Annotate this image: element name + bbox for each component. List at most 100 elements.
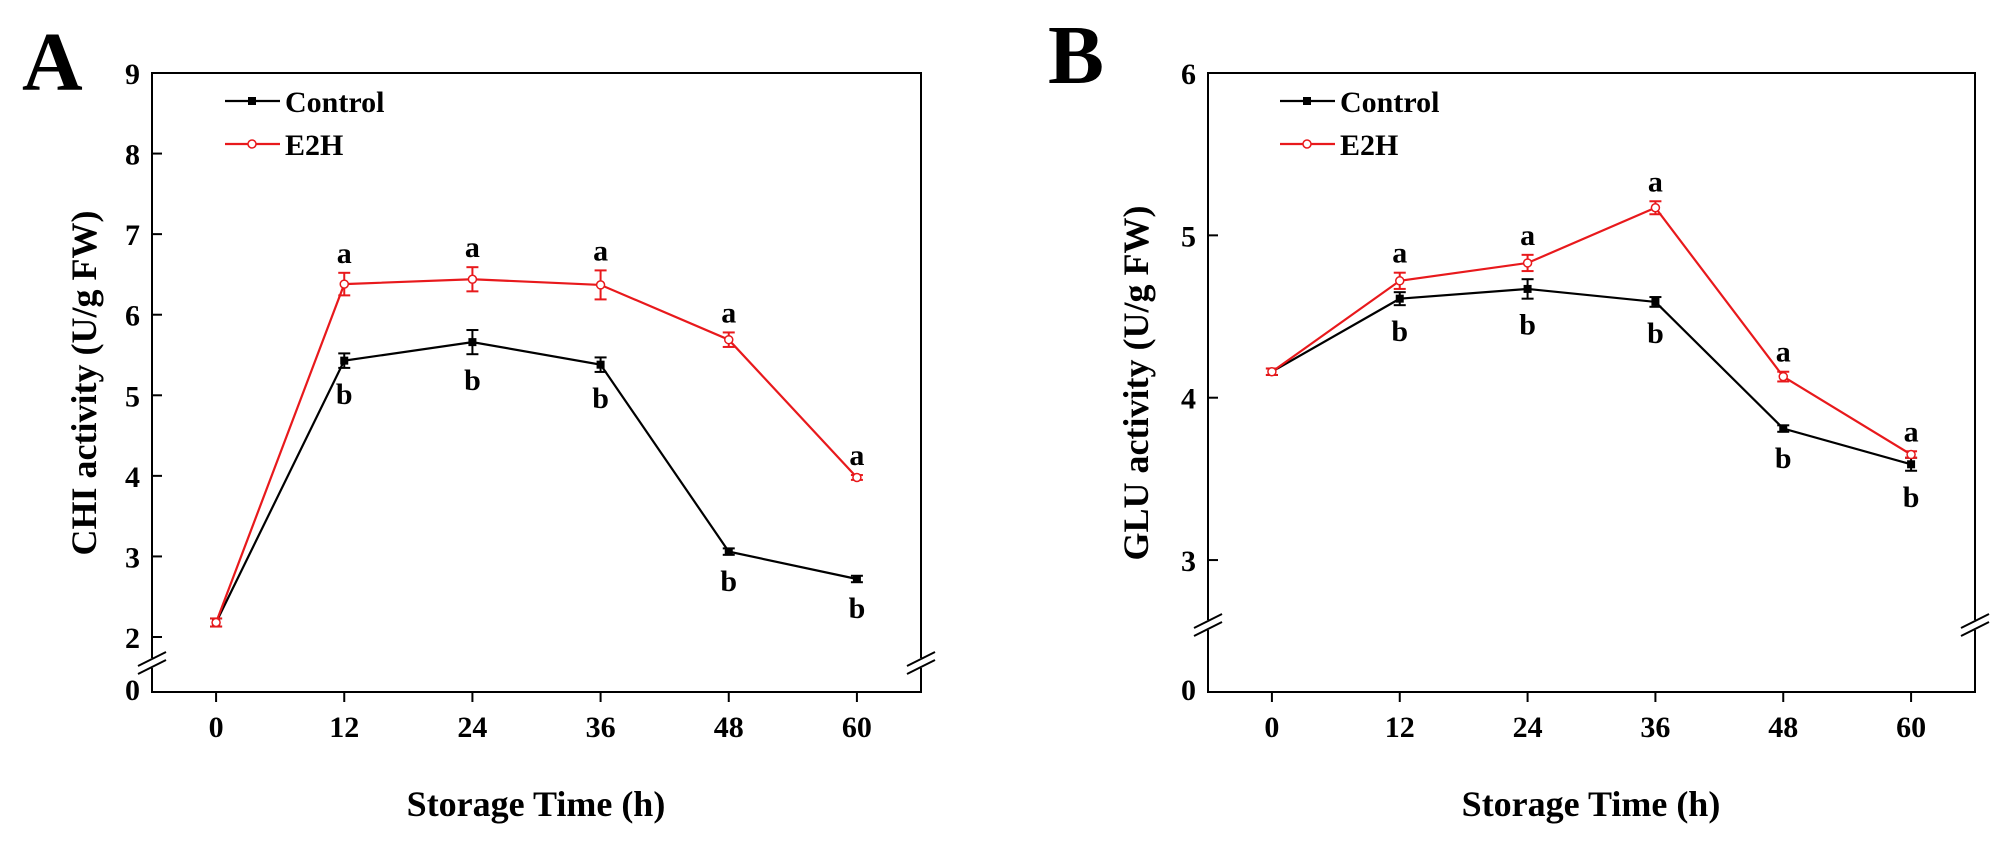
significance-letter: a <box>337 237 352 270</box>
data-point-control <box>340 356 349 365</box>
x-tick-label: 12 <box>329 711 359 744</box>
significance-letter: b <box>720 565 737 598</box>
series-line-e2h <box>1271 206 1912 456</box>
significance-letter: a <box>1392 237 1407 270</box>
legend-marker <box>1302 139 1312 149</box>
y-tick-label: 2 <box>125 622 140 655</box>
x-tick-label: 36 <box>586 711 616 744</box>
plot-frame <box>1207 72 1976 693</box>
significance-letter: a <box>1776 336 1791 369</box>
y-tick-label: 3 <box>1181 545 1196 578</box>
significance-letter: a <box>721 296 736 329</box>
x-tick-label: 60 <box>842 711 872 744</box>
y-tick-label: 4 <box>125 461 140 494</box>
series-line-control <box>1271 287 1912 466</box>
x-tick-label: 0 <box>1264 711 1279 744</box>
x-tick-label: 60 <box>1896 711 1926 744</box>
axis-break-mark-right <box>906 651 936 667</box>
y-tick-label: 7 <box>125 219 140 252</box>
y-tick-label-zero: 0 <box>125 674 140 707</box>
data-point-e2h <box>1522 258 1533 268</box>
y-axis-label: CHI activity (U/g FW) <box>64 211 104 556</box>
data-point-control <box>852 574 861 583</box>
legend-label: Control <box>1340 86 1439 119</box>
axis-break-mark-right <box>1960 621 1990 637</box>
data-point-control <box>724 547 733 556</box>
significance-letter: b <box>1775 442 1792 475</box>
axis-break-gap-left <box>148 658 156 668</box>
legend-label: E2H <box>285 129 343 162</box>
y-tick-label: 6 <box>125 300 140 333</box>
x-axis-label: Storage Time (h) <box>407 784 666 824</box>
significance-letter: a <box>465 231 480 264</box>
y-tick-label: 5 <box>125 380 140 413</box>
x-tick-label: 36 <box>1640 711 1670 744</box>
panel-b-letter: B <box>1048 9 1104 102</box>
data-point-e2h <box>1267 366 1277 377</box>
legend-marker <box>1303 97 1311 105</box>
y-tick-label: 6 <box>1181 58 1196 91</box>
significance-letter: b <box>1903 481 1920 514</box>
x-tick-label: 48 <box>1768 711 1798 744</box>
significance-letter: a <box>593 234 608 267</box>
data-point-control <box>1779 424 1788 433</box>
significance-letter: b <box>464 364 481 397</box>
x-tick-label: 0 <box>209 711 224 744</box>
data-point-e2h <box>1906 449 1916 460</box>
data-point-e2h <box>339 279 349 289</box>
x-tick-label: 12 <box>1385 711 1415 744</box>
x-tick-label: 48 <box>714 711 744 744</box>
legend-marker <box>248 97 256 105</box>
data-point-e2h <box>852 472 862 483</box>
axis-break-gap-right <box>917 658 925 668</box>
plot-frame <box>151 72 922 693</box>
legend-marker <box>247 139 257 149</box>
significance-letter: b <box>1391 315 1408 348</box>
significance-letter: b <box>336 378 353 411</box>
axis-break-mark-left <box>137 651 167 667</box>
data-point-e2h <box>1778 371 1788 382</box>
data-point-control <box>468 338 477 347</box>
significance-letter: b <box>849 592 866 625</box>
axis-break-gap-right <box>1971 620 1979 630</box>
axis-break-mark-left <box>1193 621 1223 637</box>
data-point-e2h <box>1395 276 1405 286</box>
significance-letter: b <box>1519 309 1536 342</box>
significance-letter: a <box>1904 415 1919 448</box>
significance-letter: b <box>1647 317 1664 350</box>
y-tick-label: 8 <box>125 139 140 172</box>
data-point-control <box>1651 297 1660 306</box>
data-point-e2h <box>211 617 221 628</box>
data-point-control <box>1395 294 1404 303</box>
data-point-control <box>596 360 605 369</box>
axis-break-mark-right <box>906 659 936 675</box>
legend-label: E2H <box>1340 129 1398 162</box>
axis-break-mark-left <box>1193 613 1223 629</box>
data-point-control <box>1907 460 1916 469</box>
panel-a-chart: A 2 3 4 5 6 7 8 9 0 0 12 24 36 48 60 Storage Time (h) CH… <box>22 16 936 824</box>
significance-letter: a <box>1520 219 1535 252</box>
y-tick-label: 5 <box>1181 220 1196 253</box>
x-tick-label: 24 <box>457 711 487 744</box>
x-axis-label: Storage Time (h) <box>1462 784 1721 824</box>
data-point-e2h <box>595 280 606 290</box>
data-point-control <box>1523 284 1532 293</box>
data-point-e2h <box>467 274 478 285</box>
legend-label: Control <box>285 86 384 119</box>
significance-letter: b <box>592 382 609 415</box>
significance-letter: a <box>1648 165 1663 198</box>
series-line-control <box>215 340 858 623</box>
x-tick-label: 24 <box>1513 711 1543 744</box>
data-point-e2h <box>1650 203 1661 213</box>
y-tick-label: 9 <box>125 58 140 91</box>
series-line-e2h <box>215 278 858 623</box>
y-axis-label: GLU activity (U/g FW) <box>1116 206 1156 561</box>
data-point-e2h <box>724 334 734 345</box>
significance-letter: a <box>849 439 864 472</box>
y-tick-label-zero: 0 <box>1181 674 1196 707</box>
axis-break-mark-left <box>137 659 167 675</box>
y-tick-label: 4 <box>1181 383 1196 416</box>
axis-break-gap-left <box>1204 620 1212 630</box>
